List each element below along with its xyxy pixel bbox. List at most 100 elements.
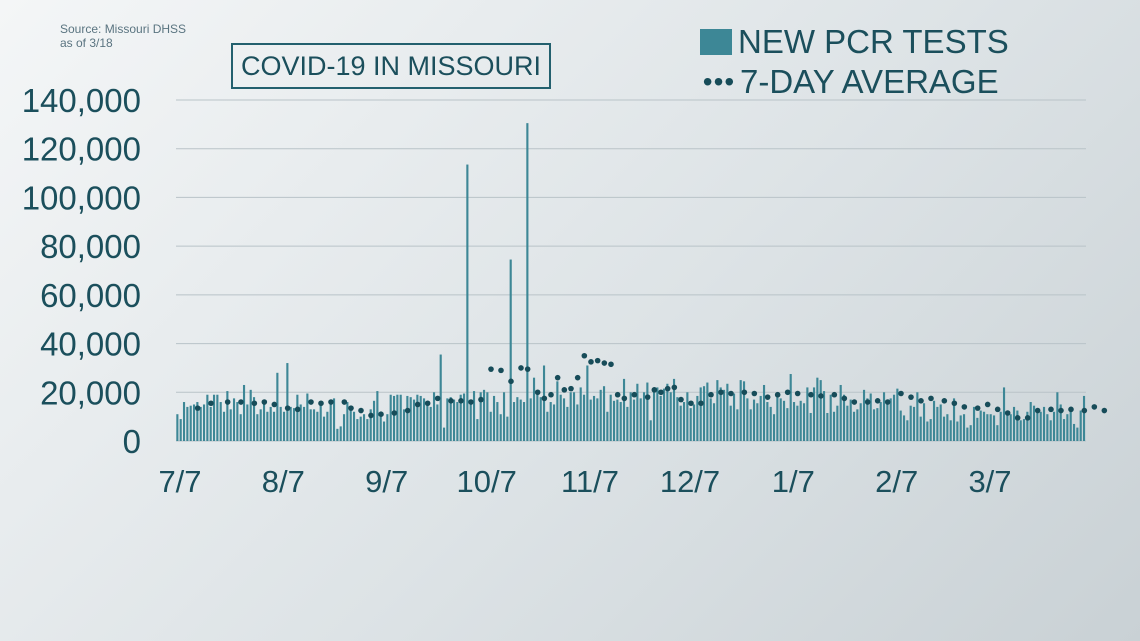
bar xyxy=(516,397,519,441)
bar xyxy=(879,402,882,441)
average-dot xyxy=(548,391,554,398)
bar xyxy=(292,408,296,441)
bar xyxy=(522,402,526,441)
bar xyxy=(786,408,789,441)
average-dot xyxy=(1091,404,1098,410)
bar xyxy=(812,387,816,441)
bar xyxy=(309,409,312,441)
average-dot xyxy=(601,360,608,366)
bar xyxy=(1046,414,1049,441)
bar xyxy=(952,398,956,441)
bar xyxy=(252,397,256,441)
bar xyxy=(932,400,936,441)
bar xyxy=(569,392,572,441)
average-dot xyxy=(841,395,848,402)
bar xyxy=(176,414,179,441)
bar xyxy=(1029,402,1032,441)
bar xyxy=(906,420,909,441)
bar xyxy=(676,397,679,441)
average-dot xyxy=(1014,415,1021,421)
average-dot xyxy=(941,398,948,404)
bar xyxy=(929,419,932,441)
average-dot xyxy=(664,385,671,392)
average-dot xyxy=(961,404,968,410)
bar xyxy=(306,393,309,441)
average-dot xyxy=(614,391,621,398)
bar xyxy=(556,381,559,441)
bar xyxy=(956,421,959,441)
average-dot xyxy=(994,406,1001,413)
bar xyxy=(619,402,622,441)
bar xyxy=(579,387,582,441)
bar xyxy=(219,402,222,441)
bar xyxy=(1009,414,1012,441)
bar xyxy=(1039,411,1042,441)
average-dot xyxy=(448,398,454,404)
average-dot xyxy=(678,396,684,403)
bar xyxy=(382,421,386,441)
bar xyxy=(646,382,649,441)
bar xyxy=(939,404,942,441)
bar xyxy=(869,393,872,441)
bar xyxy=(246,404,249,441)
average-dot xyxy=(391,410,398,416)
bar xyxy=(789,374,792,441)
bar xyxy=(299,404,302,441)
bar xyxy=(576,404,579,441)
bar xyxy=(712,403,716,441)
bar xyxy=(266,411,269,441)
average-dot xyxy=(1004,410,1011,416)
bar xyxy=(1016,410,1019,441)
bar xyxy=(416,394,419,441)
bar xyxy=(872,409,876,441)
x-tick-label: 12/7 xyxy=(660,464,720,499)
bar xyxy=(1082,395,1086,441)
average-dot xyxy=(658,389,664,396)
bar xyxy=(642,392,646,441)
average-dot xyxy=(424,400,431,407)
legend-item-average: ••• 7-DAY AVERAGE xyxy=(700,62,1009,102)
bar xyxy=(276,372,279,441)
average-dot xyxy=(328,399,334,405)
average-dot xyxy=(378,411,384,418)
bar xyxy=(916,392,919,441)
legend: NEW PCR TESTS ••• 7-DAY AVERAGE xyxy=(700,22,1009,102)
bar xyxy=(352,411,356,441)
bar xyxy=(852,411,856,441)
bar xyxy=(972,406,976,441)
bar xyxy=(376,391,379,441)
bar xyxy=(596,398,599,441)
bar xyxy=(442,427,446,441)
bar xyxy=(756,403,759,441)
bar xyxy=(439,354,442,441)
average-dot xyxy=(568,385,574,392)
average-dot xyxy=(1034,407,1041,414)
bar xyxy=(232,398,236,441)
bar xyxy=(669,392,672,441)
bar xyxy=(589,399,592,441)
average-dot xyxy=(831,391,838,398)
bar xyxy=(282,411,286,441)
bar xyxy=(662,388,666,441)
average-dot xyxy=(478,396,484,403)
average-dot xyxy=(1058,407,1064,414)
bar xyxy=(886,403,889,441)
bar xyxy=(586,365,589,441)
bar xyxy=(489,411,492,441)
bar xyxy=(539,397,542,441)
legend-label-average: 7-DAY AVERAGE xyxy=(740,63,999,100)
average-dot xyxy=(574,374,581,381)
average-dot xyxy=(698,400,704,407)
bar xyxy=(889,398,892,441)
average-dot xyxy=(208,400,214,407)
average-dot xyxy=(728,390,734,397)
average-dot xyxy=(688,400,694,407)
bar xyxy=(452,399,456,441)
as-of-line: as of 3/18 xyxy=(60,36,113,50)
bar xyxy=(772,414,776,441)
bar xyxy=(656,387,659,441)
bar xyxy=(986,414,989,441)
bar xyxy=(332,398,336,441)
average-dot xyxy=(808,391,814,398)
average-dot xyxy=(918,398,924,404)
